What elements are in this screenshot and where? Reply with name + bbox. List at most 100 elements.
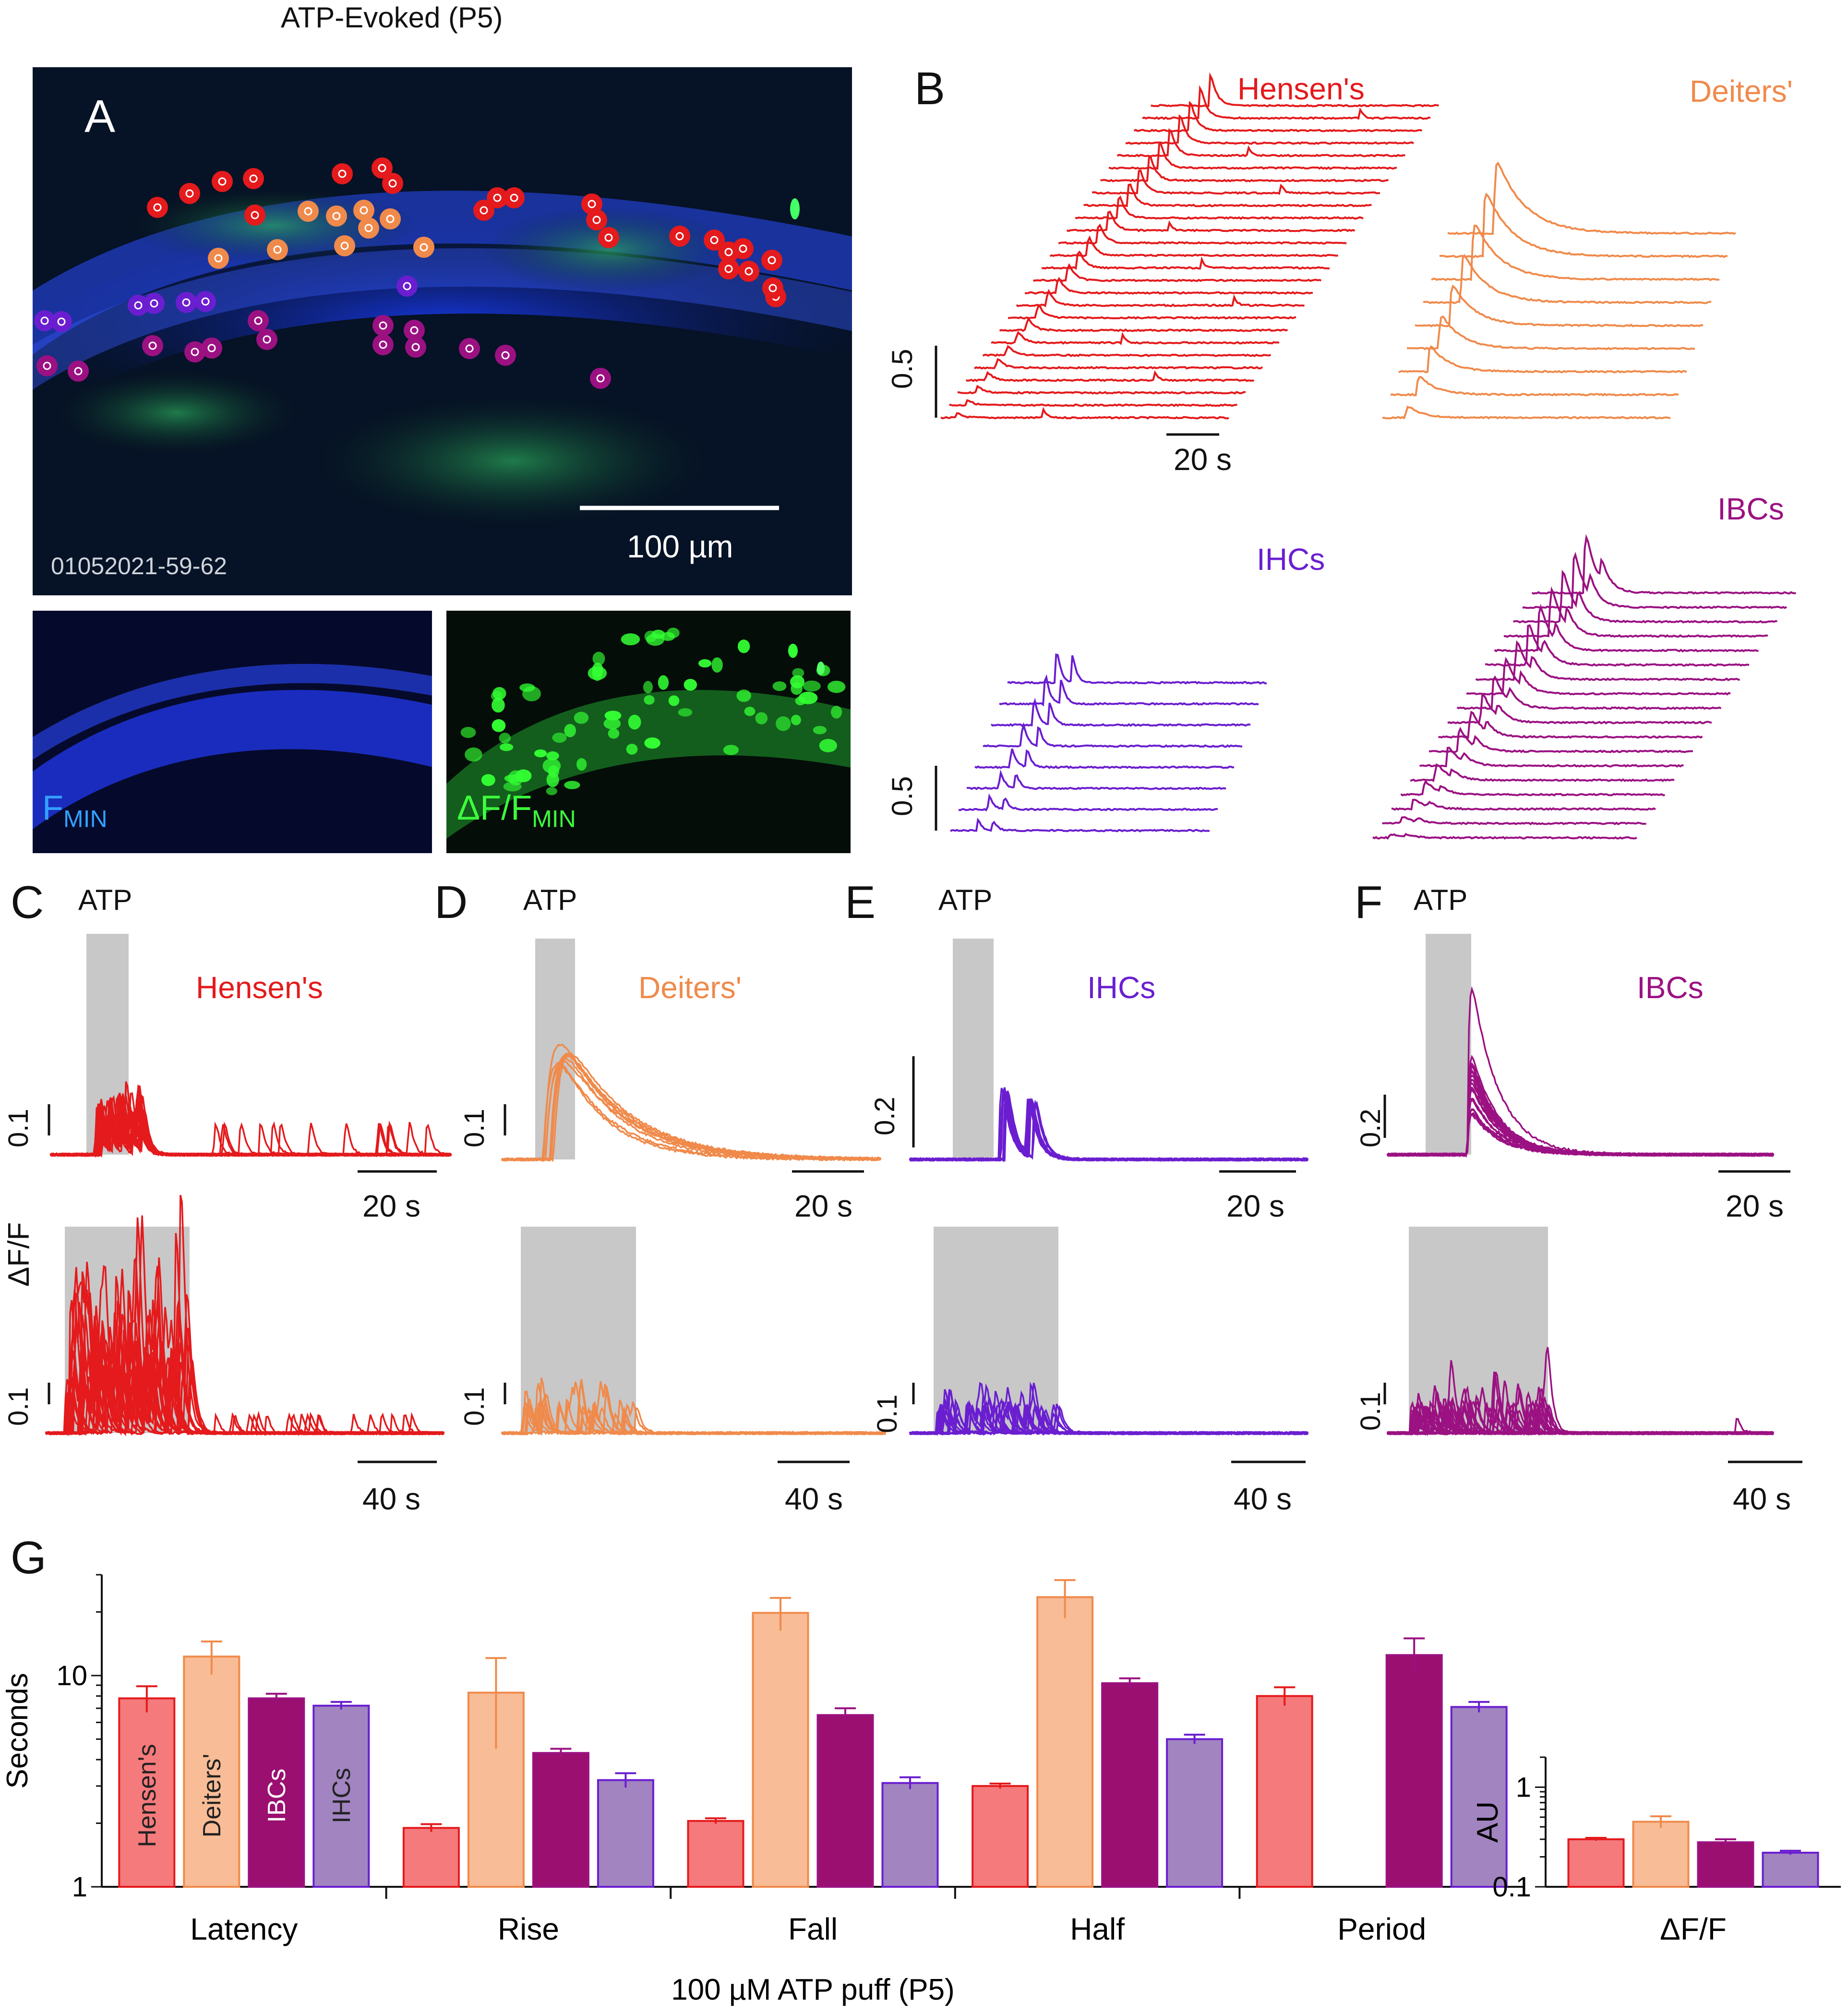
- dff-spot: [643, 681, 653, 694]
- hensens-trace-stack-trace: [1016, 289, 1305, 307]
- panel-d-bottom: [501, 1227, 887, 1436]
- roi-marker: [68, 361, 89, 382]
- roi-center: [744, 267, 753, 276]
- bar: [881, 1782, 939, 1888]
- hensens-trace-stack-trace: [1075, 195, 1364, 220]
- dff-spot: [795, 696, 806, 706]
- panel-label-d: D: [434, 877, 468, 928]
- roi-disc: [34, 310, 55, 331]
- roi-marker: [382, 173, 403, 194]
- roi-marker: [358, 217, 379, 239]
- dff-spot: [788, 643, 798, 658]
- ibcs-trace-stack: [1372, 534, 1796, 840]
- roi-disc: [459, 338, 480, 359]
- roi-disc: [326, 205, 347, 227]
- c-top-scale-x: 20 s: [362, 1189, 420, 1223]
- roi-disc: [504, 187, 525, 208]
- roi-disc: [36, 355, 58, 376]
- roi-marker: [372, 334, 394, 355]
- panel-c-top: [49, 934, 452, 1158]
- roi-center: [185, 189, 194, 198]
- hensens-trace-stack-trace: [999, 316, 1288, 332]
- roi-disc: [738, 261, 759, 282]
- panel-label-g: G: [11, 1532, 47, 1583]
- roi-disc: [404, 320, 425, 341]
- ihcs-trace-stack-trace: [999, 674, 1259, 707]
- roi-disc: [732, 238, 754, 259]
- ibcs-trace-stack-trace: [1372, 833, 1637, 840]
- roi-marker: [704, 229, 725, 251]
- roi-disc: [147, 197, 168, 218]
- micrograph-merged: A 100 µm 01052021-59-62: [33, 67, 852, 595]
- y-tick-label: 1: [1516, 1772, 1531, 1803]
- micrograph-merged-svg: [33, 157, 852, 528]
- roi-disc: [590, 368, 611, 389]
- roi-disc: [718, 258, 739, 279]
- roi-center: [218, 177, 227, 186]
- roi-marker: [487, 187, 508, 208]
- roi-center: [724, 265, 733, 273]
- hensens-trace-stack-trace: [1083, 183, 1372, 207]
- roi-disc: [68, 361, 89, 382]
- dff-spot: [736, 689, 751, 702]
- bar: [1567, 1838, 1625, 1888]
- category-label: ΔF/F: [1660, 1912, 1727, 1946]
- hensens-trace-stack-trace: [949, 399, 1237, 407]
- deiters-trace-stack-trace: [1431, 224, 1720, 281]
- dff-spot: [792, 668, 804, 678]
- name-d: Deiters': [638, 970, 742, 1005]
- hensens-trace-stack-trace: [1058, 223, 1347, 245]
- ibcs-trace-stack-trace: [1531, 534, 1796, 595]
- deiters-trace-stack-trace: [1447, 161, 1736, 235]
- dff-spot: [499, 733, 511, 744]
- roi-marker: [598, 227, 619, 248]
- roi-center: [332, 212, 341, 220]
- ibcs-trace-stack-trace: [1485, 624, 1750, 667]
- category-label: Latency: [190, 1912, 298, 1946]
- dff-spot: [592, 652, 605, 666]
- ihcs-trace-stack-trace: [966, 769, 1226, 790]
- category-label: Fall: [788, 1912, 838, 1946]
- roi-disc: [298, 201, 319, 222]
- bar-inline-label: Hensen's: [133, 1744, 161, 1847]
- deiters-trace-stack-trace: [1406, 315, 1695, 350]
- roi-marker: [405, 337, 426, 358]
- calcium-trace: [45, 1265, 444, 1436]
- bar-chart-kinetics: 1 10 Seconds Latency Hensen's Deiters' IBCs IHC…: [1, 1574, 1524, 2006]
- roi-disc: [396, 276, 418, 297]
- bar: [312, 1704, 370, 1888]
- roi-marker: [334, 235, 355, 256]
- bar: [816, 1714, 874, 1888]
- d-top-scale-y: 0.1: [459, 1109, 490, 1147]
- roi-marker: [372, 315, 394, 336]
- hensens-trace-stack-trace: [1066, 210, 1356, 232]
- panel-label-e: E: [845, 877, 876, 928]
- roi-marker: [128, 295, 149, 316]
- panel-e-top: [909, 939, 1309, 1163]
- dff-spot: [698, 659, 712, 668]
- deiters-trace-stack-trace: [1415, 284, 1704, 327]
- roi-center: [465, 344, 474, 353]
- bar-inline-label: Deiters': [198, 1754, 226, 1838]
- roi-disc: [762, 278, 783, 299]
- roi-marker: [326, 205, 347, 227]
- hensens-trace-stack-trace: [1092, 169, 1380, 195]
- panel-c-bottom: [45, 1195, 445, 1436]
- calcium-trace: [501, 1052, 882, 1162]
- roi-marker: [396, 276, 418, 297]
- roi-disc: [372, 334, 394, 355]
- roi-marker: [201, 338, 222, 359]
- y-axis-label: Seconds: [1, 1673, 34, 1788]
- roi-marker: [459, 338, 480, 359]
- bar: [248, 1697, 305, 1888]
- calcium-trace: [909, 1401, 1309, 1436]
- roi-center: [403, 282, 411, 290]
- roi-center: [191, 348, 199, 356]
- roi-disc: [128, 295, 149, 316]
- roi-center: [249, 174, 258, 183]
- panel-e-bottom: [909, 1227, 1309, 1436]
- d-top-scale-x: 20 s: [794, 1189, 852, 1223]
- micrograph-dff: ΔF/FMIN: [446, 611, 851, 853]
- c-top-scale-y: 0.1: [3, 1109, 34, 1147]
- hensens-trace-stack-trace: [1125, 114, 1415, 145]
